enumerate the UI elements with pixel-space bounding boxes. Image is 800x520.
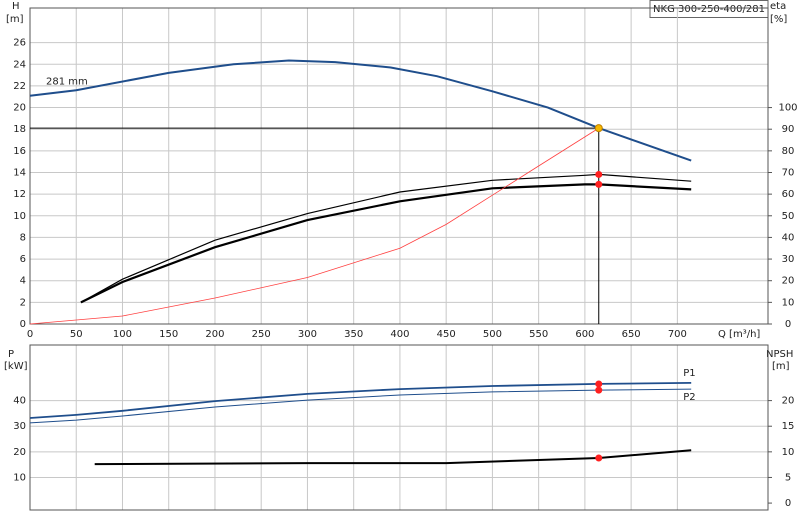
duty-point [595, 180, 603, 188]
y-tick-label: 2 [20, 297, 26, 308]
curve [29, 127, 600, 325]
y2-tick-label: 80 [782, 146, 795, 157]
x-tick-label: 600 [575, 329, 594, 340]
y-tick-label: 8 [20, 232, 26, 243]
y-axis-unit: [m] [6, 14, 24, 25]
y2-tick-label: 15 [782, 421, 795, 432]
y-tick-label: 40 [13, 396, 26, 407]
y2-tick-label: 60 [782, 189, 795, 200]
duty-point [595, 386, 603, 394]
series-label: 281 mm [46, 77, 88, 88]
y-tick-label: 10 [13, 211, 26, 222]
y-tick-label: 18 [13, 124, 26, 135]
x-tick-label: 200 [205, 329, 224, 340]
y-tick-label: 10 [13, 472, 26, 483]
duty-point [595, 454, 603, 462]
y-axis-label: P [8, 349, 14, 360]
y2-tick-label: 0 [785, 319, 791, 330]
x-tick-label: 0 [27, 329, 33, 340]
x-tick-label: 300 [298, 329, 317, 340]
series-label: P1 [683, 368, 695, 379]
y2-tick-label: 30 [782, 254, 795, 265]
y2-axis-label: NPSH [766, 349, 793, 360]
y-tick-label: 30 [13, 421, 26, 432]
y-tick-label: 20 [13, 103, 26, 114]
x-tick-label: 650 [622, 329, 641, 340]
y2-tick-label: 5 [785, 472, 791, 483]
y2-tick-label: 50 [782, 211, 795, 222]
x-tick-label: 400 [390, 329, 409, 340]
y2-tick-label: 20 [782, 276, 795, 287]
y-tick-label: 12 [13, 189, 26, 200]
x-tick-label: 450 [437, 329, 456, 340]
x-tick-label: 50 [70, 329, 83, 340]
duty-point [595, 380, 603, 388]
y-axis-unit: [kW] [4, 361, 28, 372]
chart-title: NKG 300-250-400/281 [653, 4, 765, 15]
y-tick-label: 14 [13, 167, 26, 178]
curve [29, 59, 692, 162]
y2-tick-label: 90 [782, 124, 795, 135]
y2-tick-label: 100 [778, 103, 797, 114]
x-tick-label: 350 [344, 329, 363, 340]
y2-tick-label: 40 [782, 232, 795, 243]
y2-tick-label: 10 [782, 447, 795, 458]
y2-axis-unit: [m] [772, 361, 790, 372]
curve [94, 449, 692, 466]
x-tick-label: 250 [252, 329, 271, 340]
curve [29, 388, 692, 424]
y2-axis-label: eta [770, 1, 786, 12]
y2-axis-unit: [%] [770, 14, 787, 25]
duty-point [594, 124, 603, 133]
x-tick-label: 150 [159, 329, 178, 340]
x-tick-label: 100 [113, 329, 132, 340]
y2-tick-label: 70 [782, 167, 795, 178]
y2-tick-label: 10 [782, 297, 795, 308]
y-tick-label: 16 [13, 146, 26, 157]
y-tick-label: 24 [13, 59, 26, 70]
y-tick-label: 0 [20, 319, 26, 330]
y-tick-label: 22 [13, 81, 26, 92]
curve [80, 173, 692, 303]
y-tick-label: 6 [20, 254, 26, 265]
y2-tick-label: 0 [785, 498, 791, 509]
y-tick-label: 26 [13, 38, 26, 49]
duty-point [595, 170, 603, 178]
y-tick-label: 4 [20, 276, 26, 287]
x-tick-label: 550 [529, 329, 548, 340]
series-label: P2 [683, 392, 695, 403]
plot-frame [29, 344, 769, 511]
x-tick-label: 700 [668, 329, 687, 340]
y-axis-label: H [12, 1, 20, 12]
x-axis-label: Q [m³/h] [718, 329, 760, 340]
y2-tick-label: 20 [782, 396, 795, 407]
plot-frame [29, 7, 769, 325]
x-tick-label: 500 [483, 329, 502, 340]
curve [29, 382, 692, 419]
curve [80, 183, 692, 304]
y-tick-label: 20 [13, 447, 26, 458]
